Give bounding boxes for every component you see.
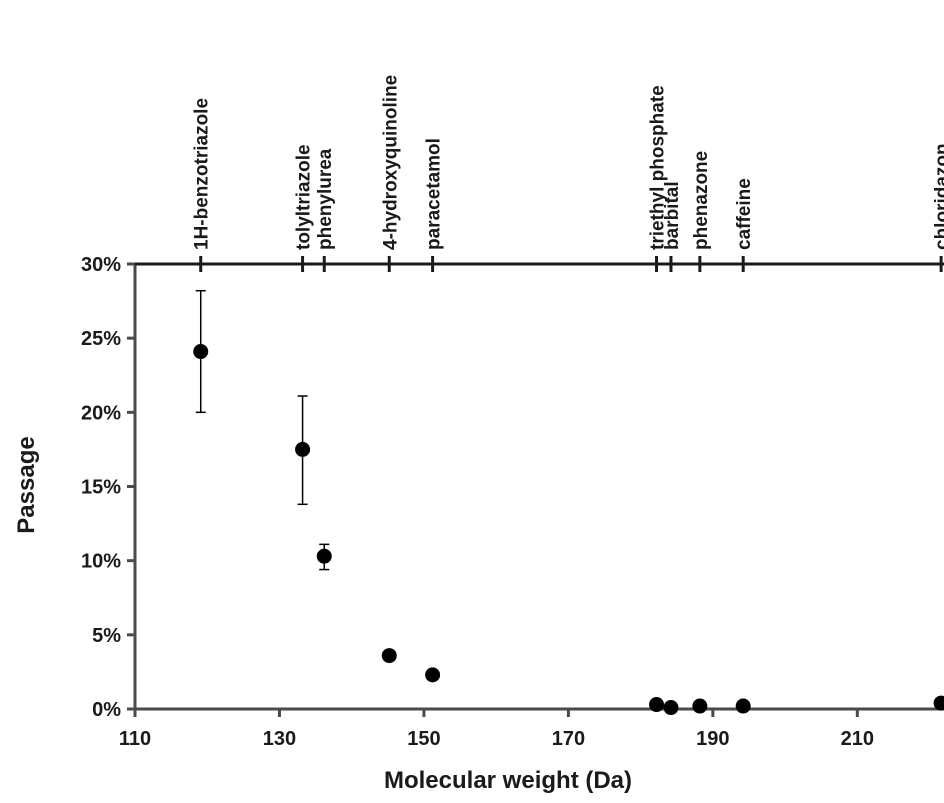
compound-label: phenazone [691, 151, 712, 250]
x-tick-label: 130 [263, 728, 296, 750]
data-point [425, 667, 441, 683]
y-axis-title: Passage [13, 436, 40, 533]
y-tick-label: 15% [81, 477, 121, 499]
axes [133, 262, 944, 711]
data-point [663, 700, 679, 716]
compound-label: chloridazon [932, 143, 944, 250]
data-point [692, 698, 708, 714]
compound-label: paracetamol [424, 138, 445, 250]
compound-label: 4-hydroxyquinoline [380, 75, 401, 250]
x-tick-label: 150 [407, 728, 440, 750]
compound-label: triethyl phosphate [648, 85, 669, 250]
x-tick-label: 170 [552, 728, 585, 750]
data-points [193, 344, 944, 716]
compound-label: phenylurea [315, 148, 336, 250]
data-point [316, 548, 332, 564]
data-point [649, 697, 665, 713]
compound-labels: 1H-benzotriazole tolyltriazole phenylurea 4… [192, 75, 944, 272]
x-tick-label: 190 [696, 728, 729, 750]
y-axis-ticks: 0% 5% 10% 15% 20% 25% 30% [81, 254, 135, 721]
data-point [381, 648, 397, 664]
compound-label: barbital [662, 181, 683, 250]
data-point [193, 344, 209, 360]
x-axis-ticks: 110 130 150 170 190 210 [119, 709, 874, 750]
error-bars [195, 289, 330, 571]
compound-label: caffeine [734, 178, 755, 250]
compound-label: 1H-benzotriazole [192, 98, 213, 250]
compound-label: tolyltriazole [294, 144, 315, 250]
y-tick-label: 0% [92, 699, 121, 721]
data-point [295, 441, 311, 457]
y-tick-label: 30% [81, 254, 121, 276]
x-axis-title: Molecular weight (Da) [384, 767, 632, 794]
x-tick-label: 210 [841, 728, 874, 750]
y-tick-label: 5% [92, 625, 121, 647]
y-tick-label: 25% [81, 328, 121, 350]
data-point [735, 698, 751, 714]
y-tick-label: 10% [81, 551, 121, 573]
x-tick-label: 110 [119, 728, 151, 750]
data-point [933, 695, 944, 711]
y-tick-label: 20% [81, 402, 121, 424]
